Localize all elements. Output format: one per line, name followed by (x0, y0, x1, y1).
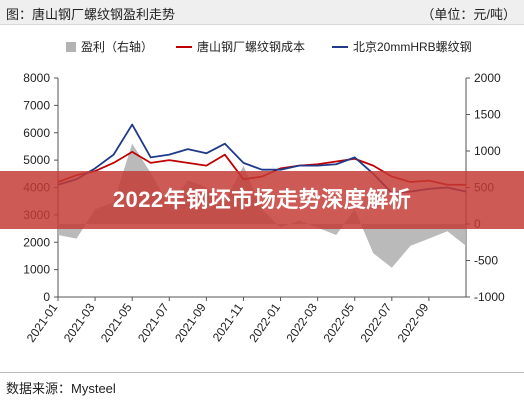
left-tick-label: 0 (43, 290, 50, 304)
x-tick-label: 2021-05 (98, 300, 135, 344)
left-tick-label: 1000 (23, 263, 50, 277)
chart-header: 图：唐山钢厂螺纹钢盈利走势 （单位：元/吨） (0, 0, 524, 25)
banner-text: 2022年钢坯市场走势深度解析 (112, 187, 412, 212)
legend: 盈利（右轴） 唐山钢厂螺纹钢成本 北京20mmHRB螺纹钢 (0, 38, 524, 54)
legend-label-price: 北京20mmHRB螺纹钢 (353, 40, 472, 54)
legend-item-profit: 盈利（右轴） (66, 38, 153, 55)
x-tick-label: 2021-07 (135, 300, 172, 344)
legend-swatch-price (332, 46, 348, 48)
x-tick-label: 2022-05 (320, 300, 357, 344)
right-tick-label: 1500 (474, 108, 501, 122)
right-tick-label: 1000 (474, 144, 501, 158)
legend-swatch-profit (66, 42, 76, 52)
right-tick-label: -500 (474, 254, 498, 268)
left-tick-label: 7000 (23, 98, 50, 112)
title-banner: 2022年钢坯市场走势深度解析 (0, 171, 524, 229)
legend-item-price: 北京20mmHRB螺纹钢 (332, 38, 472, 55)
legend-swatch-cost (176, 46, 192, 48)
left-tick-label: 6000 (23, 126, 50, 140)
unit-label: （单位：元/吨） (421, 7, 516, 22)
x-tick-label: 2022-01 (246, 300, 283, 344)
x-tick-label: 2022-03 (283, 300, 320, 344)
left-tick-label: 2000 (23, 235, 50, 249)
x-tick-label: 2021-01 (24, 300, 61, 344)
data-source: 数据来源：Mysteel (6, 381, 116, 396)
x-tick-label: 2022-07 (358, 300, 395, 344)
left-tick-label: 8000 (23, 71, 50, 85)
right-tick-label: -1000 (474, 290, 505, 304)
right-tick-label: 2000 (474, 71, 501, 85)
chart-title: 图：唐山钢厂螺纹钢盈利走势 (6, 7, 176, 22)
x-tick-label: 2021-11 (210, 300, 246, 344)
legend-label-profit: 盈利（右轴） (81, 40, 154, 54)
x-tick-label: 2022-09 (395, 300, 432, 344)
legend-item-cost: 唐山钢厂螺纹钢成本 (176, 38, 305, 55)
legend-label-cost: 唐山钢厂螺纹钢成本 (197, 40, 306, 54)
x-tick-label: 2021-09 (172, 300, 209, 344)
footer-divider (0, 372, 524, 373)
left-tick-label: 5000 (23, 153, 50, 167)
x-tick-label: 2021-03 (61, 300, 98, 344)
